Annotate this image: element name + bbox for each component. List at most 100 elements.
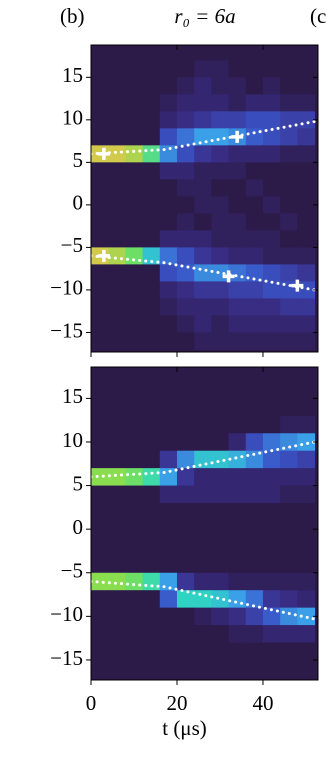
heat-cell [194, 380, 212, 399]
heat-cell [108, 230, 126, 248]
heat-cell [228, 162, 247, 180]
heat-cell [142, 60, 161, 78]
heat-cell [297, 555, 316, 574]
heat-cell [159, 264, 178, 282]
heat-cell [280, 230, 298, 248]
heat-cell [211, 607, 230, 626]
heat-cell [245, 485, 264, 504]
y-tick-label: 10 [62, 106, 83, 130]
heat-cell [142, 145, 161, 163]
heat-cell [142, 468, 161, 487]
heat-cell [91, 537, 109, 556]
heat-cell [245, 503, 264, 521]
heat-cell [280, 145, 298, 163]
heat-cell [108, 264, 126, 282]
heat-cell [262, 162, 281, 180]
heat-cell [125, 281, 144, 299]
heat-cell [176, 111, 195, 129]
heat-cell [280, 332, 298, 350]
heat-cell [211, 264, 230, 282]
heat-cell [91, 367, 109, 382]
heat-cell [228, 450, 247, 469]
heat-cell [228, 247, 247, 265]
heat-cell [125, 433, 144, 452]
heat-cell [245, 247, 264, 265]
heat-cell [142, 520, 161, 539]
heat-cell [91, 659, 109, 678]
heat-cell [176, 607, 195, 626]
heat-cell [262, 380, 281, 399]
heat-cell [125, 520, 144, 539]
heat-cell [280, 380, 298, 399]
heat-cell [194, 60, 212, 78]
heat-cell [91, 128, 109, 146]
heat-cell [142, 179, 161, 197]
heat-cell [245, 625, 264, 644]
heat-cell [142, 128, 161, 146]
y-tick-label: 0 [73, 515, 84, 539]
heat-cell [262, 367, 281, 382]
heat-cell [108, 145, 126, 163]
heat-cell [176, 298, 195, 316]
heat-cell [211, 380, 230, 399]
heat-cell [108, 128, 126, 146]
heat-cell [262, 94, 281, 112]
heat-cell [262, 45, 281, 61]
heat-cell [176, 145, 195, 163]
heat-cell [159, 332, 178, 350]
heat-cell [211, 642, 230, 661]
heat-cell [228, 433, 247, 452]
heat-cell [211, 450, 230, 469]
heat-cell [297, 162, 316, 180]
heat-cell [228, 642, 247, 661]
heat-cell [297, 230, 316, 248]
heat-cell [125, 450, 144, 469]
heat-cell [159, 659, 178, 678]
panel-title: r₀ = 6a [174, 4, 235, 28]
heat-cell [245, 380, 264, 399]
heat-cell [211, 659, 230, 678]
heat-cell [245, 642, 264, 661]
heat-cell [159, 485, 178, 504]
trajectory [91, 579, 317, 621]
heat-cell [245, 77, 264, 95]
heat-cell [125, 264, 144, 282]
heat-cell [176, 196, 195, 214]
heat-cell [142, 94, 161, 112]
heat-cell [297, 503, 316, 521]
heat-cell [297, 433, 316, 452]
heat-cell [245, 520, 264, 539]
heat-cell [142, 433, 161, 452]
heat-cell [142, 555, 161, 574]
heat-cell [211, 162, 230, 180]
heat-cell [280, 315, 298, 333]
heat-cell [159, 128, 178, 146]
heat-cell [125, 230, 144, 248]
heat-cell [176, 468, 195, 487]
heat-cell [211, 503, 230, 521]
heat-cell [211, 247, 230, 265]
heat-cell [245, 213, 264, 231]
heat-cell [125, 572, 144, 591]
heat-cell [176, 520, 195, 539]
heat-cell [194, 179, 212, 197]
heat-cell [245, 468, 264, 487]
plot-area [91, 45, 318, 352]
data-point [97, 147, 110, 160]
data-point [97, 249, 110, 262]
heat-cell [245, 537, 264, 556]
heat-cell [91, 398, 109, 417]
heat-cell [262, 485, 281, 504]
heat-cell [108, 315, 126, 333]
y-tick-label: 15 [62, 384, 83, 408]
heat-cell [245, 94, 264, 112]
heat-cell [297, 196, 316, 214]
heat-cell [91, 607, 109, 626]
heat-cell [228, 145, 247, 163]
heat-cell [125, 111, 144, 129]
heat-cell [245, 590, 264, 609]
heat-cell [159, 281, 178, 299]
heat-cell [91, 77, 109, 95]
heat-cell [211, 625, 230, 644]
heat-cell [159, 642, 178, 661]
